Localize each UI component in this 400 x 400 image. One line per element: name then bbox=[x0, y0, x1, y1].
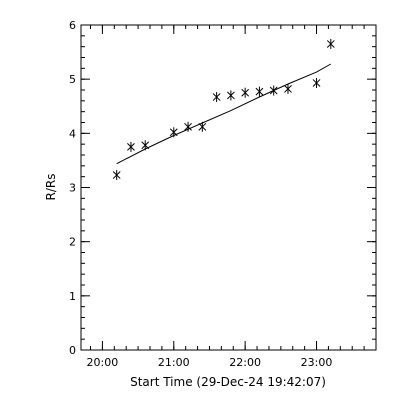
y-tick-label: 2 bbox=[69, 236, 76, 249]
y-tick-label: 0 bbox=[69, 344, 76, 357]
data-point bbox=[141, 140, 150, 151]
data-point bbox=[284, 83, 292, 94]
x-tick-label: 22:00 bbox=[229, 356, 261, 369]
fit-line bbox=[116, 63, 332, 165]
y-tick-label: 6 bbox=[69, 19, 76, 32]
fit-curve bbox=[116, 63, 332, 165]
y-tick-label: 3 bbox=[69, 182, 76, 195]
x-axis-label: Start Time (29-Dec-24 19:42:07) bbox=[130, 375, 326, 389]
data-points bbox=[112, 38, 335, 181]
data-point bbox=[269, 85, 278, 96]
x-tick-label: 23:00 bbox=[301, 356, 333, 369]
x-tick-label: 21:00 bbox=[158, 356, 190, 369]
data-point bbox=[241, 87, 250, 98]
data-point bbox=[127, 141, 135, 152]
data-point bbox=[169, 127, 178, 138]
data-point bbox=[226, 90, 235, 101]
y-tick-label: 1 bbox=[69, 290, 76, 303]
y-axis-label: R/Rs bbox=[44, 174, 58, 201]
data-point bbox=[112, 170, 121, 181]
x-tick-label: 20:00 bbox=[87, 356, 119, 369]
data-point bbox=[326, 38, 335, 49]
y-tick-label: 4 bbox=[69, 127, 76, 140]
data-point bbox=[212, 92, 221, 103]
data-point bbox=[184, 121, 192, 132]
y-tick-label: 5 bbox=[69, 73, 76, 86]
data-point bbox=[198, 121, 207, 132]
data-point bbox=[255, 86, 264, 97]
axis-ticks: 0 1 2 3 4 5 6 20:00 21:00 22:00 23:00 bbox=[69, 19, 377, 369]
plot-frame bbox=[80, 24, 377, 351]
data-point bbox=[312, 77, 321, 88]
